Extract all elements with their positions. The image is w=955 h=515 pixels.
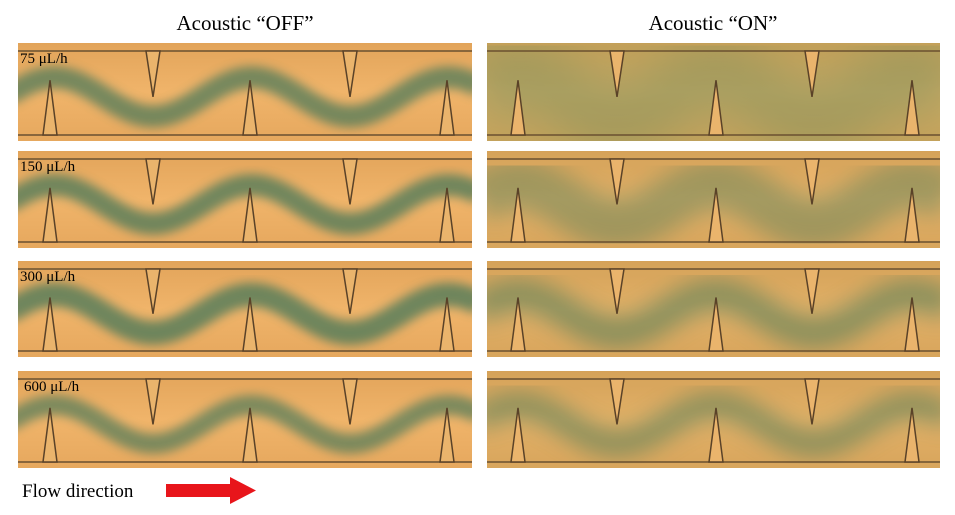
flow-arrow [166, 477, 256, 504]
column-header: Acoustic “ON” [649, 11, 778, 35]
micrograph-panel [18, 43, 472, 141]
post [439, 187, 455, 243]
column-header: Acoustic “OFF” [176, 11, 313, 35]
footer-label: Flow direction [22, 481, 134, 502]
micrograph-panel [18, 261, 472, 357]
post [510, 297, 526, 352]
panel-content [18, 378, 472, 463]
panel-content [487, 43, 940, 141]
post [904, 80, 920, 136]
panel-content [18, 50, 472, 136]
post [342, 268, 358, 314]
micrograph-panel [487, 151, 940, 248]
stream-band [487, 278, 940, 350]
micrograph-panel [487, 43, 940, 141]
post [510, 80, 526, 136]
post [609, 50, 625, 98]
panels: 75 μL/h 150 μL/h 300 μL/h 600 μL/h [18, 43, 940, 468]
micrograph-panel [18, 151, 472, 248]
post [804, 158, 820, 205]
post [242, 187, 258, 243]
post [510, 187, 526, 243]
post [145, 268, 161, 314]
post [439, 297, 455, 352]
post [804, 268, 820, 314]
post [145, 378, 161, 425]
panel-content [487, 261, 940, 357]
post [609, 378, 625, 425]
post [145, 50, 161, 98]
stream-band [18, 173, 472, 235]
stream-band [487, 391, 940, 457]
post [242, 407, 258, 463]
arrow-head [230, 477, 256, 504]
row-label: 600 μL/h [24, 379, 80, 395]
stream-band [18, 394, 472, 454]
post [439, 407, 455, 463]
stream-band [18, 66, 472, 128]
post [904, 297, 920, 352]
post [42, 297, 58, 352]
post [342, 158, 358, 205]
post [439, 80, 455, 136]
post [609, 158, 625, 205]
panel-content [18, 268, 472, 352]
post [42, 80, 58, 136]
post [342, 378, 358, 425]
post [804, 50, 820, 98]
post [42, 407, 58, 463]
post [708, 80, 724, 136]
post [42, 187, 58, 243]
micrograph-panel [487, 371, 940, 468]
row-label: 300 μL/h [20, 269, 76, 285]
post [708, 407, 724, 463]
stream-band [18, 282, 472, 346]
post [510, 407, 526, 463]
post [708, 297, 724, 352]
micrograph-panel [18, 371, 472, 468]
post [804, 378, 820, 425]
arrow-shaft [166, 484, 232, 497]
post [904, 407, 920, 463]
row-label: 150 μL/h [20, 159, 76, 175]
post [609, 268, 625, 314]
post [242, 297, 258, 352]
micrograph-panel [487, 261, 940, 357]
post [904, 187, 920, 243]
panel-content [18, 158, 472, 243]
stream-band [487, 43, 940, 141]
panel-content [487, 151, 940, 248]
post [708, 187, 724, 243]
post [342, 50, 358, 98]
post [242, 80, 258, 136]
panel-content [487, 371, 940, 468]
post [145, 158, 161, 205]
row-label: 75 μL/h [20, 51, 68, 67]
stream-band [487, 159, 940, 248]
